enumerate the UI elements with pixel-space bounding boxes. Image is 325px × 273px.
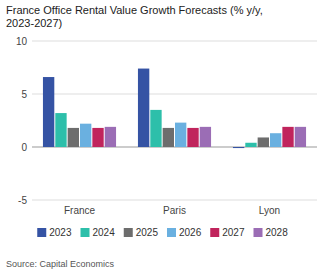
bar <box>55 113 66 147</box>
bar <box>43 77 54 147</box>
legend-label: 2027 <box>222 227 245 238</box>
bar <box>233 147 244 148</box>
bar <box>187 128 198 147</box>
legend-swatch <box>210 228 219 237</box>
bar <box>270 133 281 147</box>
grid-line <box>32 94 317 95</box>
legend-label: 2026 <box>179 227 202 238</box>
bar <box>92 128 103 147</box>
title-line: 2023-2027) <box>6 17 62 29</box>
x-tick-label: France <box>64 205 96 216</box>
legend: 2023 2024 2025 2026 2027 2028 <box>37 227 288 238</box>
bar <box>200 127 211 147</box>
grid-line <box>32 41 317 42</box>
chart: France Office Rental Value Growth Foreca… <box>0 0 325 273</box>
grid-line <box>32 200 317 201</box>
bar <box>80 124 91 147</box>
title: France Office Rental Value Growth Foreca… <box>6 4 263 29</box>
legend-item: 2027 <box>210 227 245 238</box>
legend-label: 2023 <box>49 227 72 238</box>
y-tick-label: 0 <box>21 142 27 153</box>
legend-label: 2028 <box>266 227 289 238</box>
legend-swatch <box>124 228 133 237</box>
legend-swatch <box>254 228 263 237</box>
x-tick-label: Lyon <box>259 205 280 216</box>
legend-item: 2026 <box>167 227 202 238</box>
bar <box>175 123 186 147</box>
legend-label: 2025 <box>136 227 159 238</box>
bar <box>282 127 293 147</box>
y-tick-label: 10 <box>16 36 28 47</box>
legend-item: 2028 <box>254 227 289 238</box>
bars <box>43 69 306 149</box>
bar <box>163 128 174 147</box>
bar <box>138 69 149 147</box>
source-note: Source: Capital Economics <box>6 259 115 269</box>
bar <box>295 127 306 147</box>
legend-label: 2024 <box>93 227 116 238</box>
legend-swatch <box>167 228 176 237</box>
legend-item: 2023 <box>37 227 72 238</box>
bar <box>105 127 116 147</box>
x-tick-label: Paris <box>163 205 186 216</box>
legend-swatch <box>37 228 46 237</box>
bar <box>258 137 269 147</box>
legend-item: 2025 <box>124 227 159 238</box>
bar <box>68 128 79 147</box>
bar <box>150 110 161 147</box>
y-tick-label: 5 <box>21 89 27 100</box>
title-line: France Office Rental Value Growth Foreca… <box>6 4 263 16</box>
legend-item: 2024 <box>81 227 116 238</box>
legend-swatch <box>81 228 90 237</box>
y-tick-label: -5 <box>18 195 27 206</box>
bar <box>245 143 256 147</box>
